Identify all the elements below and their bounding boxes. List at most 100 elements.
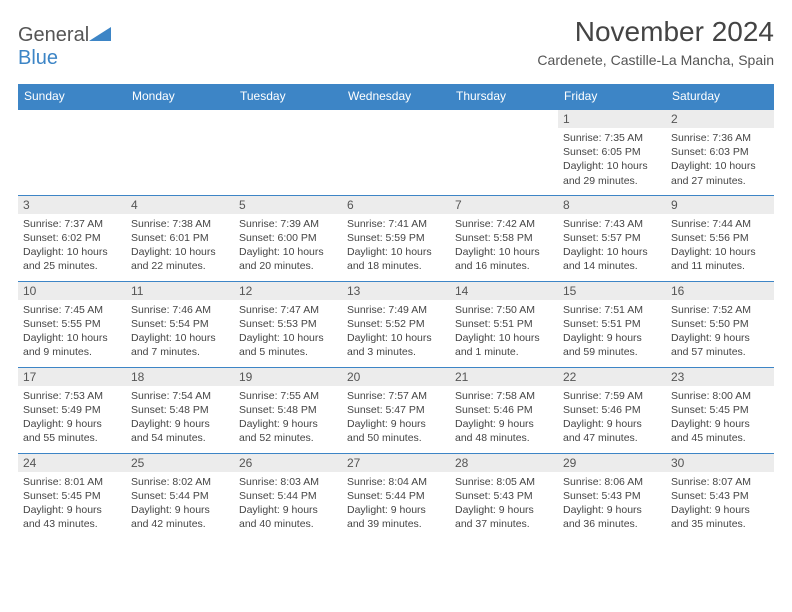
sunset-text: Sunset: 5:48 PM	[131, 403, 229, 417]
calendar-cell: 4Sunrise: 7:38 AMSunset: 6:01 PMDaylight…	[126, 195, 234, 281]
day-details: Sunrise: 7:38 AMSunset: 6:01 PMDaylight:…	[126, 214, 234, 277]
day-details: Sunrise: 7:36 AMSunset: 6:03 PMDaylight:…	[666, 128, 774, 191]
day-header-row: SundayMondayTuesdayWednesdayThursdayFrid…	[18, 84, 774, 109]
sunset-text: Sunset: 5:52 PM	[347, 317, 445, 331]
sunrise-text: Sunrise: 7:35 AM	[563, 131, 661, 145]
day-details: Sunrise: 7:58 AMSunset: 5:46 PMDaylight:…	[450, 386, 558, 449]
sunrise-text: Sunrise: 7:44 AM	[671, 217, 769, 231]
header: General Blue November 2024 Cardenete, Ca…	[18, 16, 774, 70]
day-number: 7	[450, 196, 558, 214]
daylight-text: Daylight: 10 hours and 14 minutes.	[563, 245, 661, 273]
daylight-text: Daylight: 9 hours and 52 minutes.	[239, 417, 337, 445]
day-details: Sunrise: 7:57 AMSunset: 5:47 PMDaylight:…	[342, 386, 450, 449]
daylight-text: Daylight: 9 hours and 50 minutes.	[347, 417, 445, 445]
calendar-week: 3Sunrise: 7:37 AMSunset: 6:02 PMDaylight…	[18, 195, 774, 281]
daylight-text: Daylight: 10 hours and 11 minutes.	[671, 245, 769, 273]
sunset-text: Sunset: 5:44 PM	[347, 489, 445, 503]
day-number: 15	[558, 282, 666, 300]
day-details: Sunrise: 7:59 AMSunset: 5:46 PMDaylight:…	[558, 386, 666, 449]
day-number: 28	[450, 454, 558, 472]
daylight-text: Daylight: 9 hours and 47 minutes.	[563, 417, 661, 445]
daylight-text: Daylight: 10 hours and 7 minutes.	[131, 331, 229, 359]
daylight-text: Daylight: 9 hours and 42 minutes.	[131, 503, 229, 531]
day-number: 18	[126, 368, 234, 386]
day-details: Sunrise: 7:54 AMSunset: 5:48 PMDaylight:…	[126, 386, 234, 449]
day-number: 12	[234, 282, 342, 300]
sunset-text: Sunset: 5:44 PM	[239, 489, 337, 503]
daylight-text: Daylight: 10 hours and 25 minutes.	[23, 245, 121, 273]
sunset-text: Sunset: 5:59 PM	[347, 231, 445, 245]
calendar-cell: 27Sunrise: 8:04 AMSunset: 5:44 PMDayligh…	[342, 453, 450, 539]
sunrise-text: Sunrise: 7:55 AM	[239, 389, 337, 403]
calendar-week: 24Sunrise: 8:01 AMSunset: 5:45 PMDayligh…	[18, 453, 774, 539]
calendar-cell	[18, 109, 126, 195]
sunset-text: Sunset: 6:02 PM	[23, 231, 121, 245]
sunset-text: Sunset: 5:45 PM	[23, 489, 121, 503]
sunrise-text: Sunrise: 7:50 AM	[455, 303, 553, 317]
calendar-cell: 6Sunrise: 7:41 AMSunset: 5:59 PMDaylight…	[342, 195, 450, 281]
day-number: 3	[18, 196, 126, 214]
sunrise-text: Sunrise: 7:47 AM	[239, 303, 337, 317]
calendar-cell: 3 Sunrise: 7:37 AMSunset: 6:02 PMDaylight…	[18, 195, 126, 281]
day-details: Sunrise: 8:02 AMSunset: 5:44 PMDaylight:…	[126, 472, 234, 535]
daylight-text: Daylight: 10 hours and 9 minutes.	[23, 331, 121, 359]
sunset-text: Sunset: 5:45 PM	[671, 403, 769, 417]
logo-word1: General	[18, 24, 89, 46]
calendar-cell: 28Sunrise: 8:05 AMSunset: 5:43 PMDayligh…	[450, 453, 558, 539]
day-details: Sunrise: 8:01 AMSunset: 5:45 PMDaylight:…	[18, 472, 126, 535]
day-details: Sunrise: 8:00 AMSunset: 5:45 PMDaylight:…	[666, 386, 774, 449]
day-number: 27	[342, 454, 450, 472]
sunrise-text: Sunrise: 7:53 AM	[23, 389, 121, 403]
day-details: Sunrise: 7:52 AMSunset: 5:50 PMDaylight:…	[666, 300, 774, 363]
calendar-cell: 20Sunrise: 7:57 AMSunset: 5:47 PMDayligh…	[342, 367, 450, 453]
sunset-text: Sunset: 5:56 PM	[671, 231, 769, 245]
sunrise-text: Sunrise: 8:03 AM	[239, 475, 337, 489]
day-number: 30	[666, 454, 774, 472]
sunrise-text: Sunrise: 7:42 AM	[455, 217, 553, 231]
daylight-text: Daylight: 9 hours and 48 minutes.	[455, 417, 553, 445]
title-block: November 2024 Cardenete, Castille-La Man…	[537, 16, 774, 68]
day-number: 1	[558, 110, 666, 128]
sunrise-text: Sunrise: 7:49 AM	[347, 303, 445, 317]
sunrise-text: Sunrise: 7:41 AM	[347, 217, 445, 231]
daylight-text: Daylight: 9 hours and 57 minutes.	[671, 331, 769, 359]
sunset-text: Sunset: 5:53 PM	[239, 317, 337, 331]
day-details: Sunrise: 7:42 AMSunset: 5:58 PMDaylight:…	[450, 214, 558, 277]
calendar-cell: 16Sunrise: 7:52 AMSunset: 5:50 PMDayligh…	[666, 281, 774, 367]
sunset-text: Sunset: 5:47 PM	[347, 403, 445, 417]
day-number: 14	[450, 282, 558, 300]
calendar-table: SundayMondayTuesdayWednesdayThursdayFrid…	[18, 84, 774, 539]
day-details: Sunrise: 7:55 AMSunset: 5:48 PMDaylight:…	[234, 386, 342, 449]
sunrise-text: Sunrise: 8:00 AM	[671, 389, 769, 403]
sunrise-text: Sunrise: 8:07 AM	[671, 475, 769, 489]
sunset-text: Sunset: 6:01 PM	[131, 231, 229, 245]
sunrise-text: Sunrise: 7:45 AM	[23, 303, 121, 317]
logo-triangle-icon	[89, 24, 111, 47]
daylight-text: Daylight: 10 hours and 20 minutes.	[239, 245, 337, 273]
day-number: 9	[666, 196, 774, 214]
day-number: 26	[234, 454, 342, 472]
day-number: 13	[342, 282, 450, 300]
daylight-text: Daylight: 9 hours and 54 minutes.	[131, 417, 229, 445]
sunrise-text: Sunrise: 8:01 AM	[23, 475, 121, 489]
sunset-text: Sunset: 5:48 PM	[239, 403, 337, 417]
month-title: November 2024	[537, 16, 774, 48]
sunrise-text: Sunrise: 7:39 AM	[239, 217, 337, 231]
calendar-cell: 22Sunrise: 7:59 AMSunset: 5:46 PMDayligh…	[558, 367, 666, 453]
calendar-cell: 13Sunrise: 7:49 AMSunset: 5:52 PMDayligh…	[342, 281, 450, 367]
calendar-week: 17Sunrise: 7:53 AMSunset: 5:49 PMDayligh…	[18, 367, 774, 453]
day-header: Wednesday	[342, 84, 450, 109]
day-details: Sunrise: 7:53 AMSunset: 5:49 PMDaylight:…	[18, 386, 126, 449]
daylight-text: Daylight: 9 hours and 35 minutes.	[671, 503, 769, 531]
day-number: 24	[18, 454, 126, 472]
daylight-text: Daylight: 10 hours and 18 minutes.	[347, 245, 445, 273]
daylight-text: Daylight: 10 hours and 1 minute.	[455, 331, 553, 359]
day-details: Sunrise: 8:04 AMSunset: 5:44 PMDaylight:…	[342, 472, 450, 535]
daylight-text: Daylight: 10 hours and 22 minutes.	[131, 245, 229, 273]
sunrise-text: Sunrise: 7:37 AM	[23, 217, 121, 231]
day-details: Sunrise: 7:44 AMSunset: 5:56 PMDaylight:…	[666, 214, 774, 277]
day-number: 20	[342, 368, 450, 386]
day-number: 23	[666, 368, 774, 386]
day-details: Sunrise: 7:50 AMSunset: 5:51 PMDaylight:…	[450, 300, 558, 363]
sunrise-text: Sunrise: 7:38 AM	[131, 217, 229, 231]
